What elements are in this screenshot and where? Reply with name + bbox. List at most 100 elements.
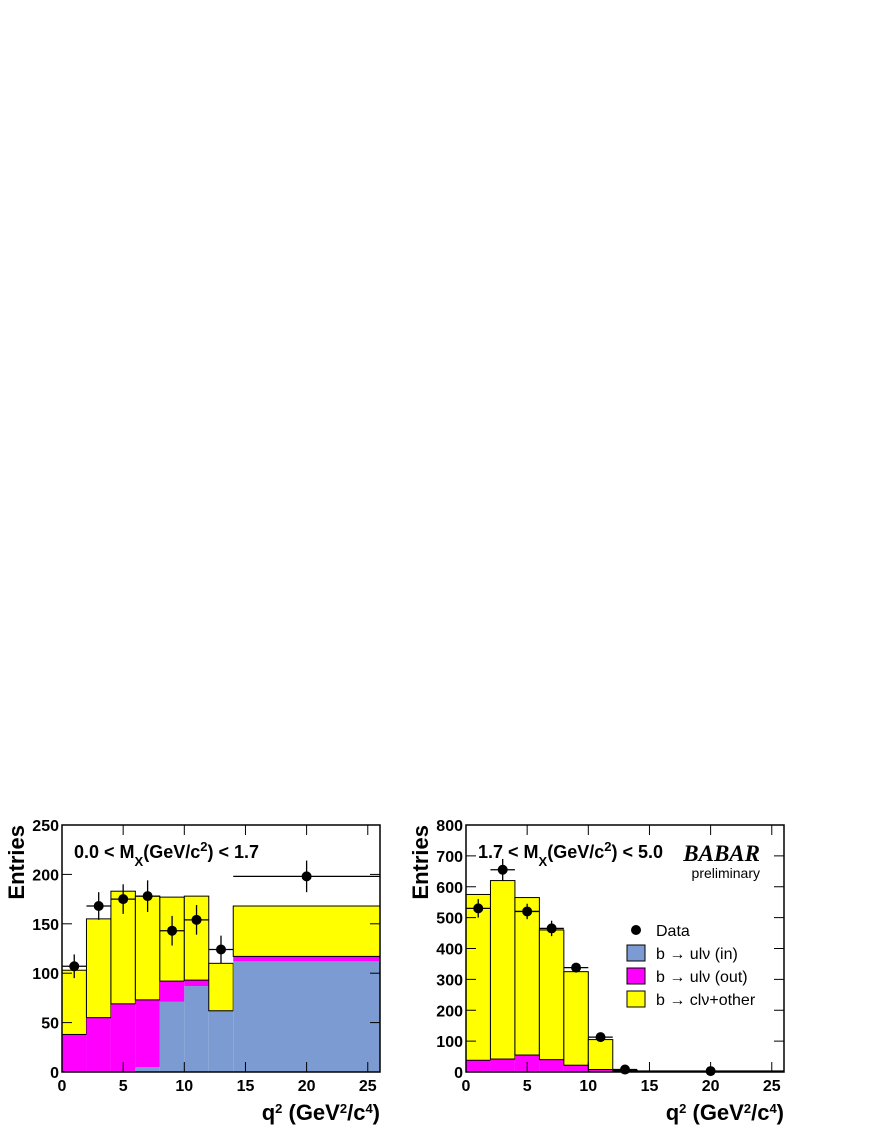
legend-label: b → clν+other — [656, 992, 756, 1009]
y-tick-label: 800 — [436, 818, 463, 835]
annotation-part: ) < 1.7 — [207, 842, 259, 862]
hist-segment — [232, 905, 381, 957]
data-point — [191, 914, 202, 925]
x-axis-label-part: /c — [347, 1100, 365, 1125]
hist-segment — [159, 1001, 185, 1072]
hist-segment — [85, 918, 112, 1019]
hist-segment — [563, 1065, 589, 1072]
annotation-part: (GeV/c — [143, 842, 200, 862]
hist-segment — [233, 961, 380, 1072]
y-tick-label: 600 — [436, 880, 463, 897]
x-tick-label: 0 — [462, 1078, 471, 1095]
legend-swatch — [626, 967, 646, 985]
data-point — [546, 923, 557, 934]
data-point — [571, 962, 582, 973]
y-tick-label: 400 — [436, 942, 463, 959]
logo: BABAR — [682, 841, 760, 866]
y-tick-label: 250 — [32, 818, 59, 835]
annotation-part: 1.7 < M — [478, 842, 539, 862]
x-tick-label: 25 — [763, 1078, 781, 1095]
y-tick-label: 50 — [41, 1016, 59, 1033]
y-tick-label: 200 — [32, 867, 59, 884]
data-point — [216, 944, 226, 955]
hist-segment — [514, 897, 540, 1056]
x-tick-label: 10 — [579, 1078, 597, 1095]
hist-segment — [587, 1039, 614, 1071]
data-point — [142, 891, 153, 902]
annotation-part: X — [539, 854, 548, 869]
hist-segment — [184, 980, 209, 987]
data-point — [118, 894, 129, 905]
hist-segment — [135, 1067, 160, 1072]
hist-segment — [465, 893, 491, 1061]
x-axis-label-part: 4 — [365, 1101, 373, 1116]
data-point — [620, 1064, 630, 1075]
x-axis-label-part: ) — [373, 1100, 380, 1125]
hist-segment — [208, 962, 234, 1012]
x-axis-label-part: 4 — [769, 1101, 777, 1116]
x-tick-label: 20 — [298, 1078, 316, 1095]
x-tick-label: 20 — [702, 1078, 720, 1095]
x-tick-label: 25 — [359, 1078, 377, 1095]
data-point — [595, 1032, 606, 1043]
x-tick-label: 15 — [641, 1078, 659, 1095]
legend-label: Data — [656, 923, 690, 940]
y-tick-label: 200 — [436, 1003, 463, 1020]
annotation-part: ) < 5.0 — [611, 842, 663, 862]
x-tick-label: 5 — [119, 1078, 128, 1095]
hist-segment — [490, 1059, 515, 1072]
hist-segment — [110, 1003, 136, 1072]
y-tick-label: 0 — [50, 1065, 59, 1082]
y-tick-label: 100 — [32, 966, 59, 983]
data-point — [473, 903, 484, 914]
hist-segment — [135, 999, 160, 1068]
y-tick-label: 0 — [454, 1065, 463, 1082]
hist-segment — [61, 969, 87, 1035]
logo-note: preliminary — [692, 865, 760, 881]
hist-segment — [86, 1017, 111, 1072]
data-point — [301, 871, 312, 882]
annotation-part: 2 — [200, 839, 207, 854]
x-axis-label: q2 (GeV2/c4) — [262, 1100, 380, 1125]
annotation: 1.7 < MX(GeV/c2) < 5.0 — [478, 839, 663, 869]
data-point — [167, 925, 178, 936]
x-axis-label-part: 2 — [679, 1101, 686, 1116]
y-axis-label: Entries — [408, 825, 433, 900]
x-tick-label: 5 — [523, 1078, 532, 1095]
x-axis-label-part: (GeV — [686, 1100, 744, 1125]
x-tick-label: 10 — [175, 1078, 193, 1095]
hist-segment — [466, 1060, 491, 1072]
x-axis-label-part: 2 — [275, 1101, 282, 1116]
legend-swatch — [626, 944, 646, 962]
x-axis-label: q2 (GeV2/c4) — [666, 1100, 784, 1125]
legend-label: b → ulν (out) — [656, 969, 748, 986]
annotation-part: 0.0 < M — [74, 842, 135, 862]
y-axis-label: Entries — [4, 825, 29, 900]
data-point — [522, 906, 533, 917]
hist-segment — [588, 1069, 613, 1072]
data-point — [69, 961, 80, 972]
annotation: 0.0 < MX(GeV/c2) < 1.7 — [74, 839, 259, 869]
y-tick-label: 100 — [436, 1034, 463, 1051]
hist-segment — [184, 986, 209, 1072]
hist-segment — [62, 1034, 87, 1072]
hist-segment — [208, 1011, 234, 1072]
legend-label: b → ulν (in) — [656, 946, 738, 963]
x-axis-label-part: 2 — [340, 1101, 347, 1116]
axes-border — [61, 824, 381, 1073]
legend-marker — [631, 925, 641, 935]
annotation-part: 2 — [604, 839, 611, 854]
x-tick-label: 15 — [237, 1078, 255, 1095]
hist-segment — [538, 929, 565, 1061]
x-axis-label-part: q — [262, 1100, 275, 1125]
x-axis-label-part: q — [666, 1100, 679, 1125]
hist-segment — [563, 971, 589, 1066]
legend: Data b → ulν (in) b → ulν (out) b → clν+oth… — [626, 923, 756, 1009]
hist-segment — [233, 956, 380, 962]
y-tick-label: 150 — [32, 917, 59, 934]
annotation-part: X — [135, 854, 144, 869]
x-axis-label-part: /c — [751, 1100, 769, 1125]
hist-segment — [539, 1059, 564, 1072]
